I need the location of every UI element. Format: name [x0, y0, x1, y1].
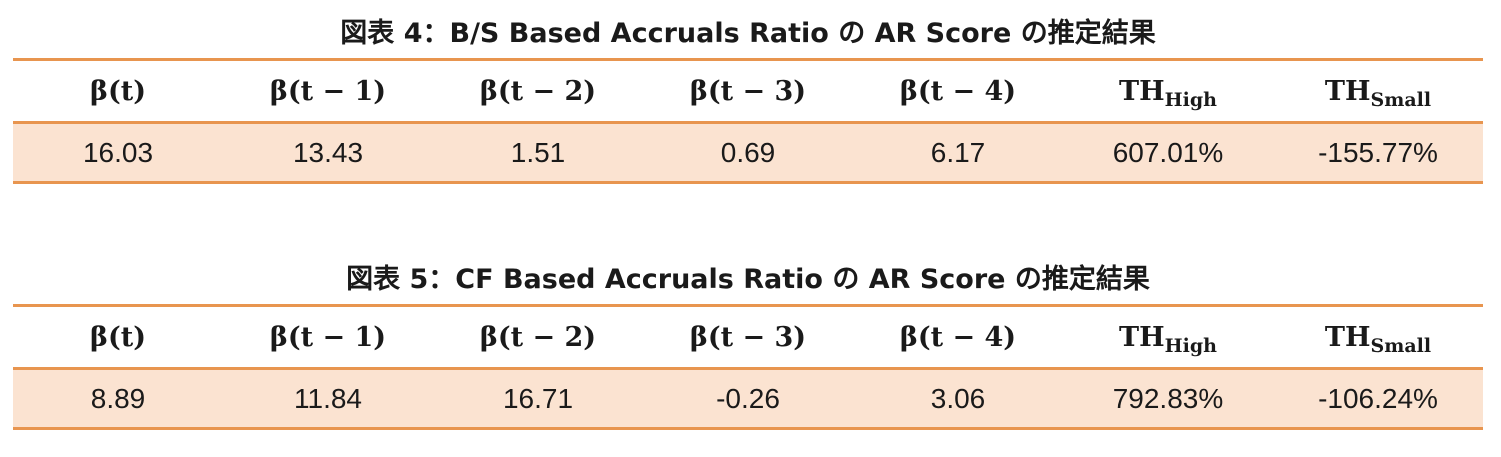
- table-cell: 0.69: [643, 122, 853, 183]
- header-cell: β(t − 1): [223, 59, 433, 124]
- header-cell: β(t − 4): [853, 305, 1063, 370]
- header-cell: β(t − 3): [643, 305, 853, 370]
- results-table: β(t) β(t − 1) β(t − 2) β(t − 3) β(t − 4)…: [13, 58, 1483, 184]
- table-block-cf: 図表 5：CF Based Accruals Ratio の AR Score …: [13, 256, 1483, 430]
- table-cell: 6.17: [853, 122, 1063, 183]
- header-row: β(t) β(t − 1) β(t − 2) β(t − 3) β(t − 4)…: [13, 305, 1483, 370]
- table-row: 8.89 11.84 16.71 -0.26 3.06 792.83% -106…: [13, 368, 1483, 429]
- header-cell: β(t): [13, 305, 223, 370]
- header-cell: THHigh: [1063, 305, 1273, 370]
- header-row: β(t) β(t − 1) β(t − 2) β(t − 3) β(t − 4)…: [13, 59, 1483, 124]
- table-cell: -155.77%: [1273, 122, 1483, 183]
- table-cell: -0.26: [643, 368, 853, 429]
- table-cell: 8.89: [13, 368, 223, 429]
- results-table: β(t) β(t − 1) β(t − 2) β(t − 3) β(t − 4)…: [13, 304, 1483, 430]
- header-cell: THHigh: [1063, 59, 1273, 124]
- header-cell: β(t − 3): [643, 59, 853, 124]
- table-row: 16.03 13.43 1.51 0.69 6.17 607.01% -155.…: [13, 122, 1483, 183]
- header-cell: β(t − 2): [433, 305, 643, 370]
- header-cell: β(t − 1): [223, 305, 433, 370]
- table-cell: 13.43: [223, 122, 433, 183]
- table-block-bs: 図表 4：B/S Based Accruals Ratio の AR Score…: [13, 10, 1483, 184]
- table-cell: -106.24%: [1273, 368, 1483, 429]
- header-cell: β(t): [13, 59, 223, 124]
- header-cell: THSmall: [1273, 59, 1483, 124]
- table-cell: 1.51: [433, 122, 643, 183]
- table-cell: 11.84: [223, 368, 433, 429]
- header-cell: β(t − 4): [853, 59, 1063, 124]
- table-cell: 3.06: [853, 368, 1063, 429]
- table-cell: 607.01%: [1063, 122, 1273, 183]
- table-title: 図表 5：CF Based Accruals Ratio の AR Score …: [346, 264, 1150, 295]
- table-cell: 792.83%: [1063, 368, 1273, 429]
- table-cell: 16.71: [433, 368, 643, 429]
- table-cell: 16.03: [13, 122, 223, 183]
- table-title: 図表 4：B/S Based Accruals Ratio の AR Score…: [340, 18, 1156, 49]
- header-cell: β(t − 2): [433, 59, 643, 124]
- header-cell: THSmall: [1273, 305, 1483, 370]
